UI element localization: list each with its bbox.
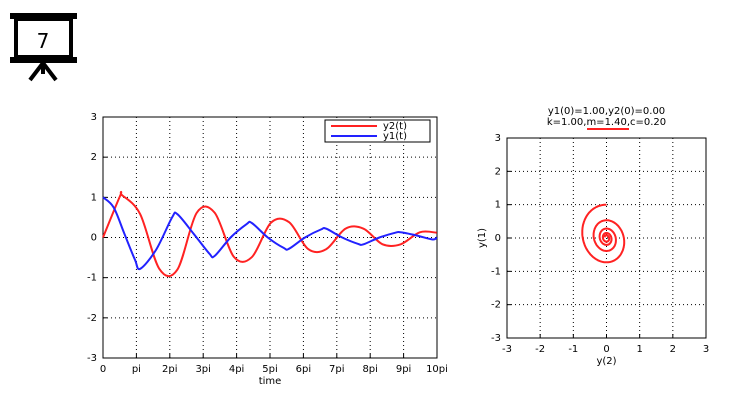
x-axis-label: time: [259, 376, 282, 387]
y-tick-label: 1: [495, 200, 501, 211]
phase-trajectory: [581, 203, 626, 264]
x-tick-label: -2: [535, 344, 545, 355]
x-tick-label: 5pi: [262, 364, 278, 375]
y-tick-label: 1: [91, 192, 97, 203]
y-tick-label: -2: [87, 313, 97, 324]
y-tick-label: -1: [87, 273, 97, 284]
legend-entry: y1(t): [383, 131, 407, 142]
chart-title: y1(0)=1.00,y2(0)=0.00: [548, 106, 665, 117]
x-tick-label: 0: [100, 364, 106, 375]
x-tick-label: 7pi: [329, 364, 345, 375]
slide-number: 7: [37, 29, 50, 53]
y-tick-label: -3: [87, 353, 97, 364]
plot-frame: [506, 137, 707, 339]
x-tick-label: 9pi: [396, 364, 412, 375]
y-tick-label: -3: [491, 333, 501, 344]
y-tick-label: 2: [91, 152, 97, 163]
y-tick-label: -1: [491, 266, 501, 277]
series-line-y2t: [102, 190, 437, 278]
time-series-chart: 0 pi 2pi 3pi 4pi 5pi 6pi 7pi 8pi 9pi 10pi -3 -2 -1 0 1 2…: [87, 112, 448, 387]
legend-entry: y2(t): [383, 121, 407, 132]
phase-portrait-chart: -3 -2 -1 0 1 2 3 -3 -2 -1 0 1 2 3 y1(0)=1.00,y2(0)=0.0…: [477, 106, 709, 367]
x-tick-label: -1: [568, 344, 578, 355]
x-tick-label: 0: [603, 344, 609, 355]
x-tick-label: -3: [502, 344, 512, 355]
x-axis-label: y(2): [596, 356, 616, 367]
y-tick-label: 0: [91, 233, 97, 244]
legend-box: [324, 119, 431, 143]
y-tick-label: 0: [495, 233, 501, 244]
x-tick-label: 3: [703, 344, 709, 355]
x-tick-label: 4pi: [229, 364, 245, 375]
x-tick-label: 1: [636, 344, 642, 355]
y-tick-label: -2: [491, 300, 501, 311]
chart-subtitle: k=1.00,m=1.40,c=0.20: [547, 117, 666, 128]
y-tick-label: 3: [495, 133, 501, 144]
y-tick-label: 3: [91, 112, 97, 123]
x-tick-label: pi: [132, 364, 141, 375]
projector-screen-icon: [10, 13, 77, 82]
y-tick-label: 2: [495, 166, 501, 177]
x-tick-label: 3pi: [195, 364, 211, 375]
x-tick-label: 6pi: [296, 364, 312, 375]
x-tick-label: 8pi: [362, 364, 378, 375]
x-tick-label: 2: [670, 344, 676, 355]
series-line-y1t: [102, 196, 438, 271]
x-tick-label: 10pi: [426, 364, 448, 375]
y-axis-label: y(1): [477, 228, 488, 248]
x-tick-label: 2pi: [162, 364, 178, 375]
